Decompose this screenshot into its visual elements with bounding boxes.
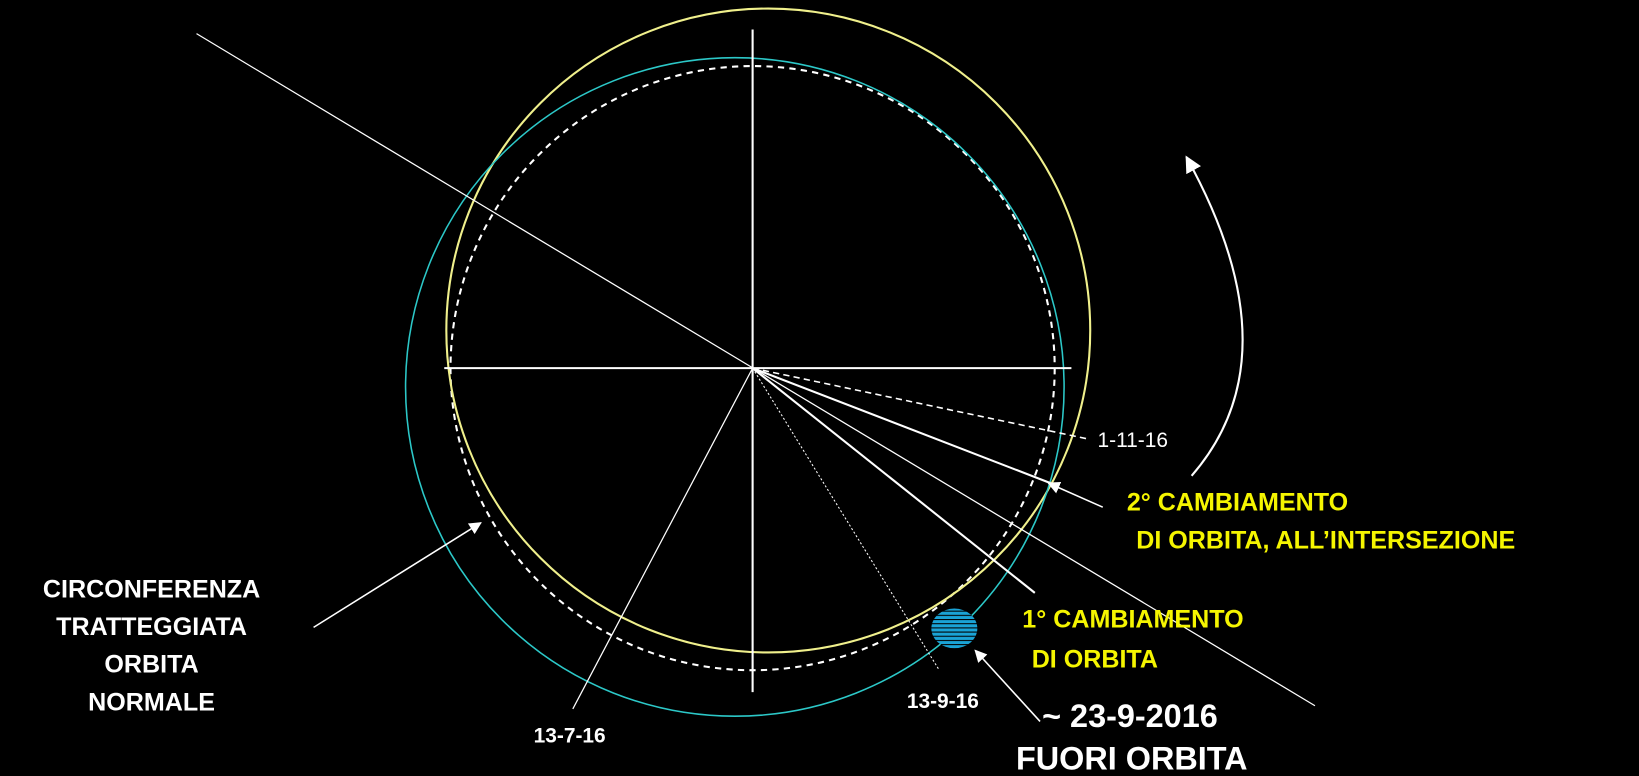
- change-label: 2° CAMBIAMENTO: [1127, 489, 1348, 517]
- legend-text: CIRCONFERENZA: [43, 575, 260, 603]
- axes: [196, 29, 1316, 710]
- date-label: 13-7-16: [534, 725, 606, 748]
- yellow-orbit: [445, 7, 1092, 654]
- event-label: FUORI ORBITA: [1016, 741, 1248, 776]
- change-label: 1° CAMBIAMENTO: [1022, 606, 1243, 634]
- date-label: 13-9-16: [907, 690, 979, 713]
- date-label: 1-11-16: [1098, 429, 1168, 452]
- legend-text: ORBITA: [104, 651, 198, 679]
- planet: [931, 608, 978, 649]
- change-label: DI ORBITA: [1032, 645, 1158, 673]
- legend-text: NORMALE: [88, 688, 215, 716]
- change-label: DI ORBITA, ALL’INTERSEZIONE: [1136, 526, 1515, 554]
- arrows: [313, 155, 1244, 722]
- event-label: ~ 23-9-2016: [1042, 698, 1218, 734]
- cyan-orbit: [404, 56, 1065, 718]
- legend-text: TRATTEGGIATA: [56, 613, 247, 641]
